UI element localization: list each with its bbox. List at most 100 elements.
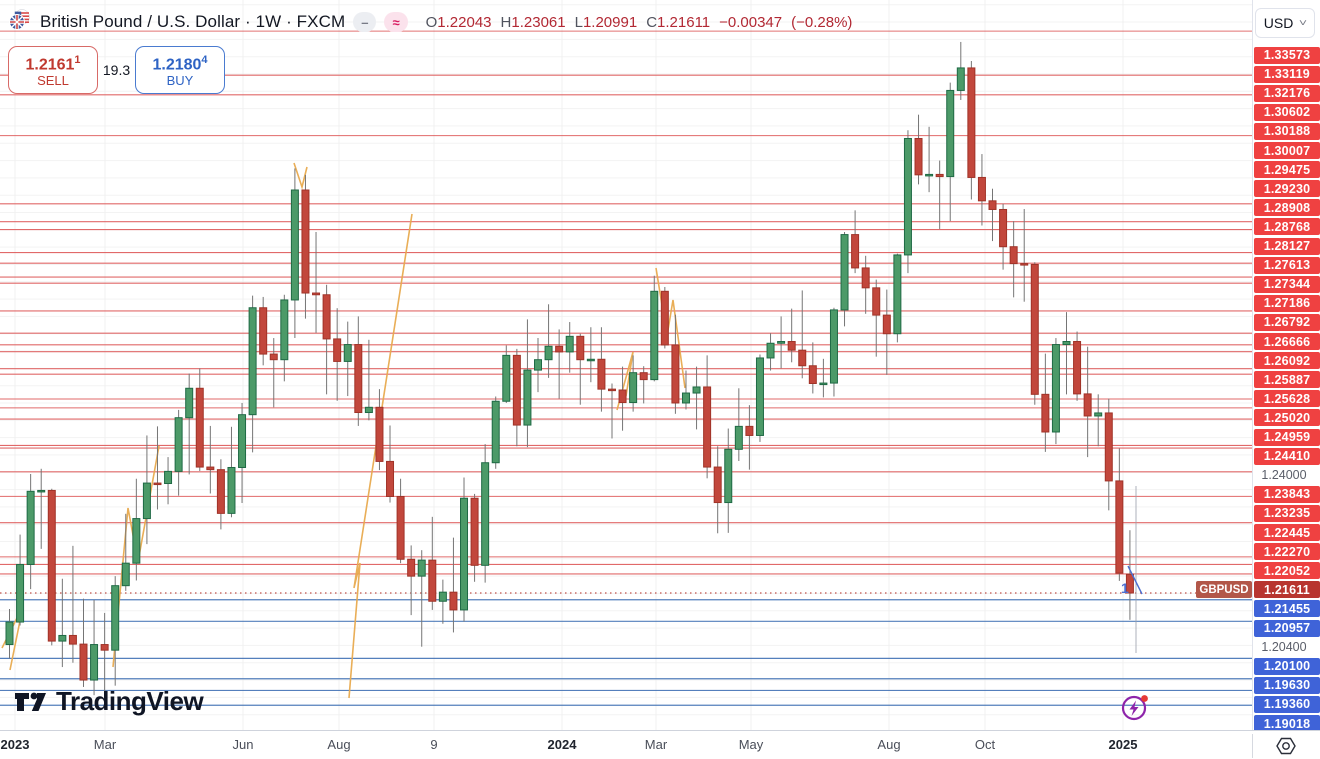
candle-down[interactable] [597,358,606,390]
resistance-price-label[interactable]: 1.29475 [1254,161,1320,179]
resistance-price-label[interactable]: 1.25887 [1254,371,1320,389]
resistance-price-label[interactable]: 1.23843 [1254,485,1320,503]
candle-up[interactable] [343,344,352,362]
candle-down[interactable] [407,558,416,577]
candle-down[interactable] [1115,480,1124,574]
candle-up[interactable] [734,425,743,450]
candle-up[interactable] [417,559,426,577]
support-price-label[interactable]: 1.19630 [1254,676,1320,694]
candle-down[interactable] [660,290,669,346]
candle-up[interactable] [586,358,595,362]
candle-up[interactable] [481,462,490,566]
candle-down[interactable] [1073,341,1082,395]
resistance-price-label[interactable]: 1.28768 [1254,218,1320,236]
resistance-price-label[interactable]: 1.30188 [1254,122,1320,140]
candle-up[interactable] [227,466,236,514]
resistance-price-label[interactable]: 1.25628 [1254,390,1320,408]
candle-up[interactable] [925,173,934,177]
candle-down[interactable] [798,349,807,367]
candle-down[interactable] [703,386,712,468]
candle-down[interactable] [153,482,162,486]
candle-down[interactable] [1041,393,1050,433]
time-axis-label[interactable]: 9 [430,737,438,752]
zigzag-drawing[interactable] [293,162,308,190]
zigzag-drawing[interactable] [655,267,686,389]
candle-up[interactable] [829,309,838,384]
resistance-price-label[interactable]: 1.32176 [1254,84,1320,102]
candle-up[interactable] [1094,412,1103,417]
resistance-price-label[interactable]: 1.28908 [1254,199,1320,217]
candle-down[interactable] [967,67,976,178]
candle-down[interactable] [745,425,754,436]
candle-down[interactable] [999,208,1008,248]
candle-up[interactable] [5,621,14,646]
candle-up[interactable] [523,369,532,426]
candle-up[interactable] [893,254,902,335]
candle-down[interactable] [396,495,405,560]
candle-down[interactable] [618,389,627,404]
symbol-title[interactable]: British Pound / U.S. Dollar · 1W · FXCM [40,12,346,31]
resistance-price-label[interactable]: 1.26666 [1254,333,1320,350]
candle-down[interactable] [872,287,881,316]
candle-up[interactable] [650,290,659,381]
candle-up[interactable] [544,345,553,361]
resistance-price-label[interactable]: 1.22052 [1254,562,1320,580]
candle-up[interactable] [111,585,120,651]
approx-pill-icon[interactable]: ≈ [384,12,408,32]
support-price-label[interactable]: 1.19018 [1254,715,1320,732]
time-axis-label[interactable]: Aug [327,737,351,752]
candle-up[interactable] [121,562,130,587]
candle-up[interactable] [1062,341,1071,346]
candle-up[interactable] [174,417,183,472]
current-price-label[interactable]: 1.21611 [1254,581,1320,599]
candle-up[interactable] [364,406,373,414]
candle-up[interactable] [502,354,511,402]
candle-down[interactable] [914,137,923,176]
wave-count-label[interactable]: 1 [1121,580,1129,596]
resistance-price-label[interactable]: 1.28127 [1254,237,1320,255]
resistance-price-label[interactable]: 1.27186 [1254,294,1320,312]
resistance-price-label[interactable]: 1.22270 [1254,543,1320,561]
time-axis-label[interactable]: Jun [232,737,254,752]
resistance-price-label[interactable]: 1.33573 [1254,46,1320,64]
candle-up[interactable] [238,414,247,468]
time-axis-label[interactable]: Mar [93,737,117,752]
candle-down[interactable] [47,489,56,642]
candle-up[interactable] [766,342,775,359]
candle-up[interactable] [903,137,912,256]
resistance-price-label[interactable]: 1.27613 [1254,256,1320,274]
candle-down[interactable] [312,292,321,296]
candle-up[interactable] [290,189,299,301]
candle-down[interactable] [977,176,986,202]
time-axis-label[interactable]: 2024 [547,737,577,752]
resistance-price-label[interactable]: 1.25020 [1254,409,1320,427]
candle-down[interactable] [206,466,215,471]
candle-down[interactable] [713,466,722,504]
hexagon-settings-icon[interactable] [1274,735,1298,759]
candle-down[interactable] [808,365,817,385]
candle-up[interactable] [534,359,542,371]
candle-down[interactable] [428,559,437,602]
candle-up[interactable] [681,392,690,404]
candle-down[interactable] [79,643,88,681]
candle-down[interactable] [671,344,680,404]
candle-up[interactable] [692,386,701,394]
candle-down[interactable] [1009,246,1018,265]
candle-down[interactable] [322,294,331,340]
candle-up[interactable] [629,372,638,404]
candle-up[interactable] [280,299,289,361]
candle-up[interactable] [777,341,786,344]
candle-up[interactable] [142,482,151,520]
resistance-price-label[interactable]: 1.26792 [1254,313,1320,331]
candle-down[interactable] [449,591,458,611]
lightning-reaction-icon[interactable] [1119,692,1153,729]
candle-down[interactable] [882,314,891,335]
candle-down[interactable] [100,644,109,651]
candle-down[interactable] [861,267,870,289]
time-axis-label[interactable]: Aug [877,737,901,752]
candle-down[interactable] [988,200,997,210]
candle-down[interactable] [1020,263,1029,266]
collapse-pill-icon[interactable]: – [353,12,377,32]
sell-button[interactable]: 1.21611 SELL [8,46,98,94]
time-axis-label[interactable]: May [738,737,764,752]
